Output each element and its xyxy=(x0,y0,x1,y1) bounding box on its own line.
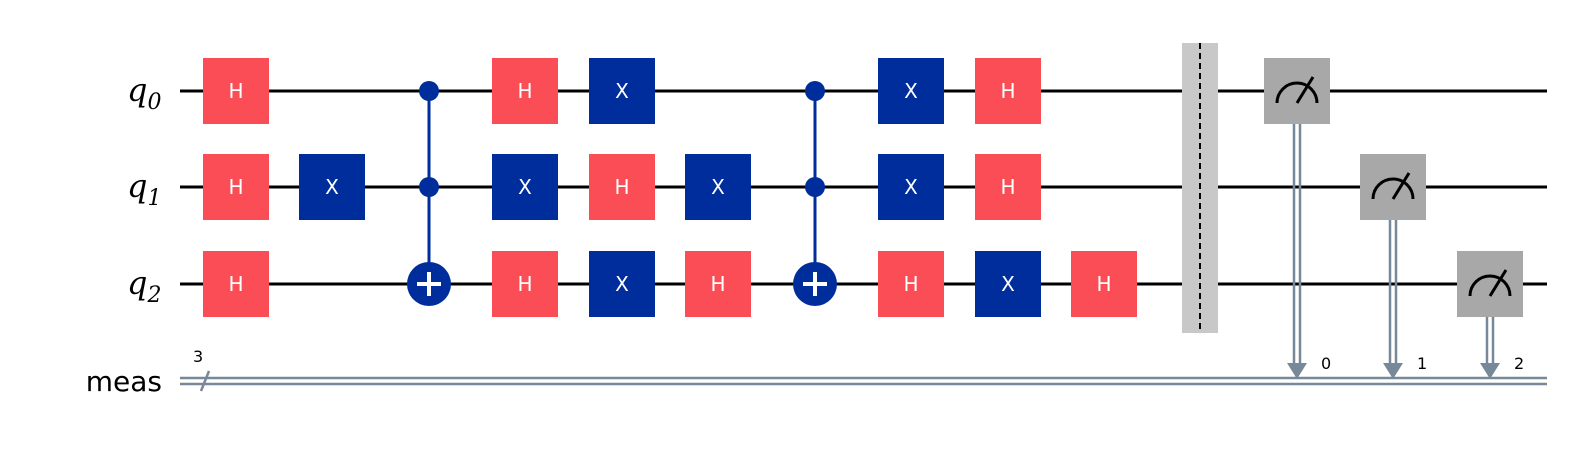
classical-register-size: 3 xyxy=(193,347,203,366)
qubit-index: 0 xyxy=(147,90,161,115)
toffoli-gate xyxy=(793,81,837,306)
h-gate-label: H xyxy=(228,272,243,296)
clbit-index-label: 1 xyxy=(1417,354,1427,373)
x-gate: X xyxy=(492,154,558,220)
meter-arc-icon xyxy=(1275,81,1319,104)
h-gate-label: H xyxy=(517,272,532,296)
barrier xyxy=(1182,43,1218,333)
h-gate: H xyxy=(589,154,655,220)
clbit-index-label: 2 xyxy=(1514,354,1524,373)
x-gate-box xyxy=(685,154,751,220)
x-gate: X xyxy=(878,58,944,124)
measure-box xyxy=(1360,154,1426,220)
h-gate-box xyxy=(975,154,1041,220)
x-gate-label: X xyxy=(518,175,532,199)
measure-gate: 0 xyxy=(1264,58,1331,379)
h-gate-label: H xyxy=(1000,175,1015,199)
x-gate: X xyxy=(685,154,751,220)
h-gate-box xyxy=(685,251,751,317)
h-gate: H xyxy=(492,251,558,317)
qubit-label-2: q2 xyxy=(127,264,161,308)
gates-layer: H H H X H X H X H X X H X X H H H X H 0 1 2 xyxy=(203,43,1524,379)
x-gate-box xyxy=(975,251,1041,317)
h-gate-label: H xyxy=(1000,79,1015,103)
meter-needle-icon xyxy=(1488,269,1508,297)
measure-arrowhead xyxy=(1480,363,1500,379)
x-gate-box xyxy=(878,154,944,220)
classical-register-label: meas xyxy=(86,365,162,398)
h-gate-box xyxy=(203,154,269,220)
x-gate: X xyxy=(589,251,655,317)
qubit-index: 2 xyxy=(146,283,161,308)
h-gate-box xyxy=(203,251,269,317)
measure-gate: 2 xyxy=(1457,251,1524,379)
measure-arrowhead xyxy=(1383,363,1403,379)
x-gate-label: X xyxy=(1001,272,1015,296)
h-gate-box xyxy=(589,154,655,220)
bus-slash xyxy=(199,370,211,392)
meter-needle-icon xyxy=(1295,76,1315,104)
x-gate-box xyxy=(878,58,944,124)
h-gate-box xyxy=(975,58,1041,124)
h-gate: H xyxy=(878,251,944,317)
x-gate-label: X xyxy=(615,272,629,296)
h-gate: H xyxy=(203,58,269,124)
toffoli-gate xyxy=(407,81,451,306)
qubit-name: q xyxy=(127,71,147,109)
h-gate: H xyxy=(975,58,1041,124)
measure-box xyxy=(1457,251,1523,317)
x-gate-box xyxy=(589,251,655,317)
h-gate-box xyxy=(1071,251,1137,317)
x-gate-label: X xyxy=(711,175,725,199)
h-gate: H xyxy=(685,251,751,317)
qubit-label-0: q0 xyxy=(127,71,161,115)
meter-arc-icon xyxy=(1371,177,1415,200)
clbit-index-label: 0 xyxy=(1321,354,1331,373)
measure-box xyxy=(1264,58,1330,124)
meter-arc-icon xyxy=(1468,274,1512,297)
h-gate: H xyxy=(1071,251,1137,317)
h-gate: H xyxy=(203,154,269,220)
h-gate-box xyxy=(878,251,944,317)
h-gate-label: H xyxy=(228,175,243,199)
h-gate-box xyxy=(492,251,558,317)
measure-gate: 1 xyxy=(1360,154,1427,379)
qubit-label-1: q1 xyxy=(127,167,161,211)
x-gate: X xyxy=(589,58,655,124)
h-gate-label: H xyxy=(1096,272,1111,296)
measure-arrowhead xyxy=(1287,363,1307,379)
x-gate-label: X xyxy=(325,175,339,199)
qubit-name: q xyxy=(127,264,147,302)
h-gate-label: H xyxy=(710,272,725,296)
qubit-index: 1 xyxy=(147,186,161,211)
meter-needle-icon xyxy=(1391,172,1411,200)
x-gate-label: X xyxy=(904,175,918,199)
x-gate: X xyxy=(299,154,365,220)
h-gate-label: H xyxy=(614,175,629,199)
control-dot xyxy=(419,177,439,197)
h-gate-box xyxy=(203,58,269,124)
x-gate: X xyxy=(975,251,1041,317)
h-gate: H xyxy=(492,58,558,124)
qubit-name: q xyxy=(127,167,147,205)
x-gate-label: X xyxy=(904,79,918,103)
x-gate-label: X xyxy=(615,79,629,103)
h-gate-label: H xyxy=(903,272,918,296)
h-gate: H xyxy=(975,154,1041,220)
control-dot xyxy=(419,81,439,101)
x-gate-box xyxy=(492,154,558,220)
x-gate-box xyxy=(299,154,365,220)
x-gate: X xyxy=(878,154,944,220)
control-dot xyxy=(805,177,825,197)
h-gate-box xyxy=(492,58,558,124)
h-gate-label: H xyxy=(517,79,532,103)
x-gate-box xyxy=(589,58,655,124)
wires-layer: 3 xyxy=(180,89,1547,392)
h-gate-label: H xyxy=(228,79,243,103)
h-gate: H xyxy=(203,251,269,317)
control-dot xyxy=(805,81,825,101)
